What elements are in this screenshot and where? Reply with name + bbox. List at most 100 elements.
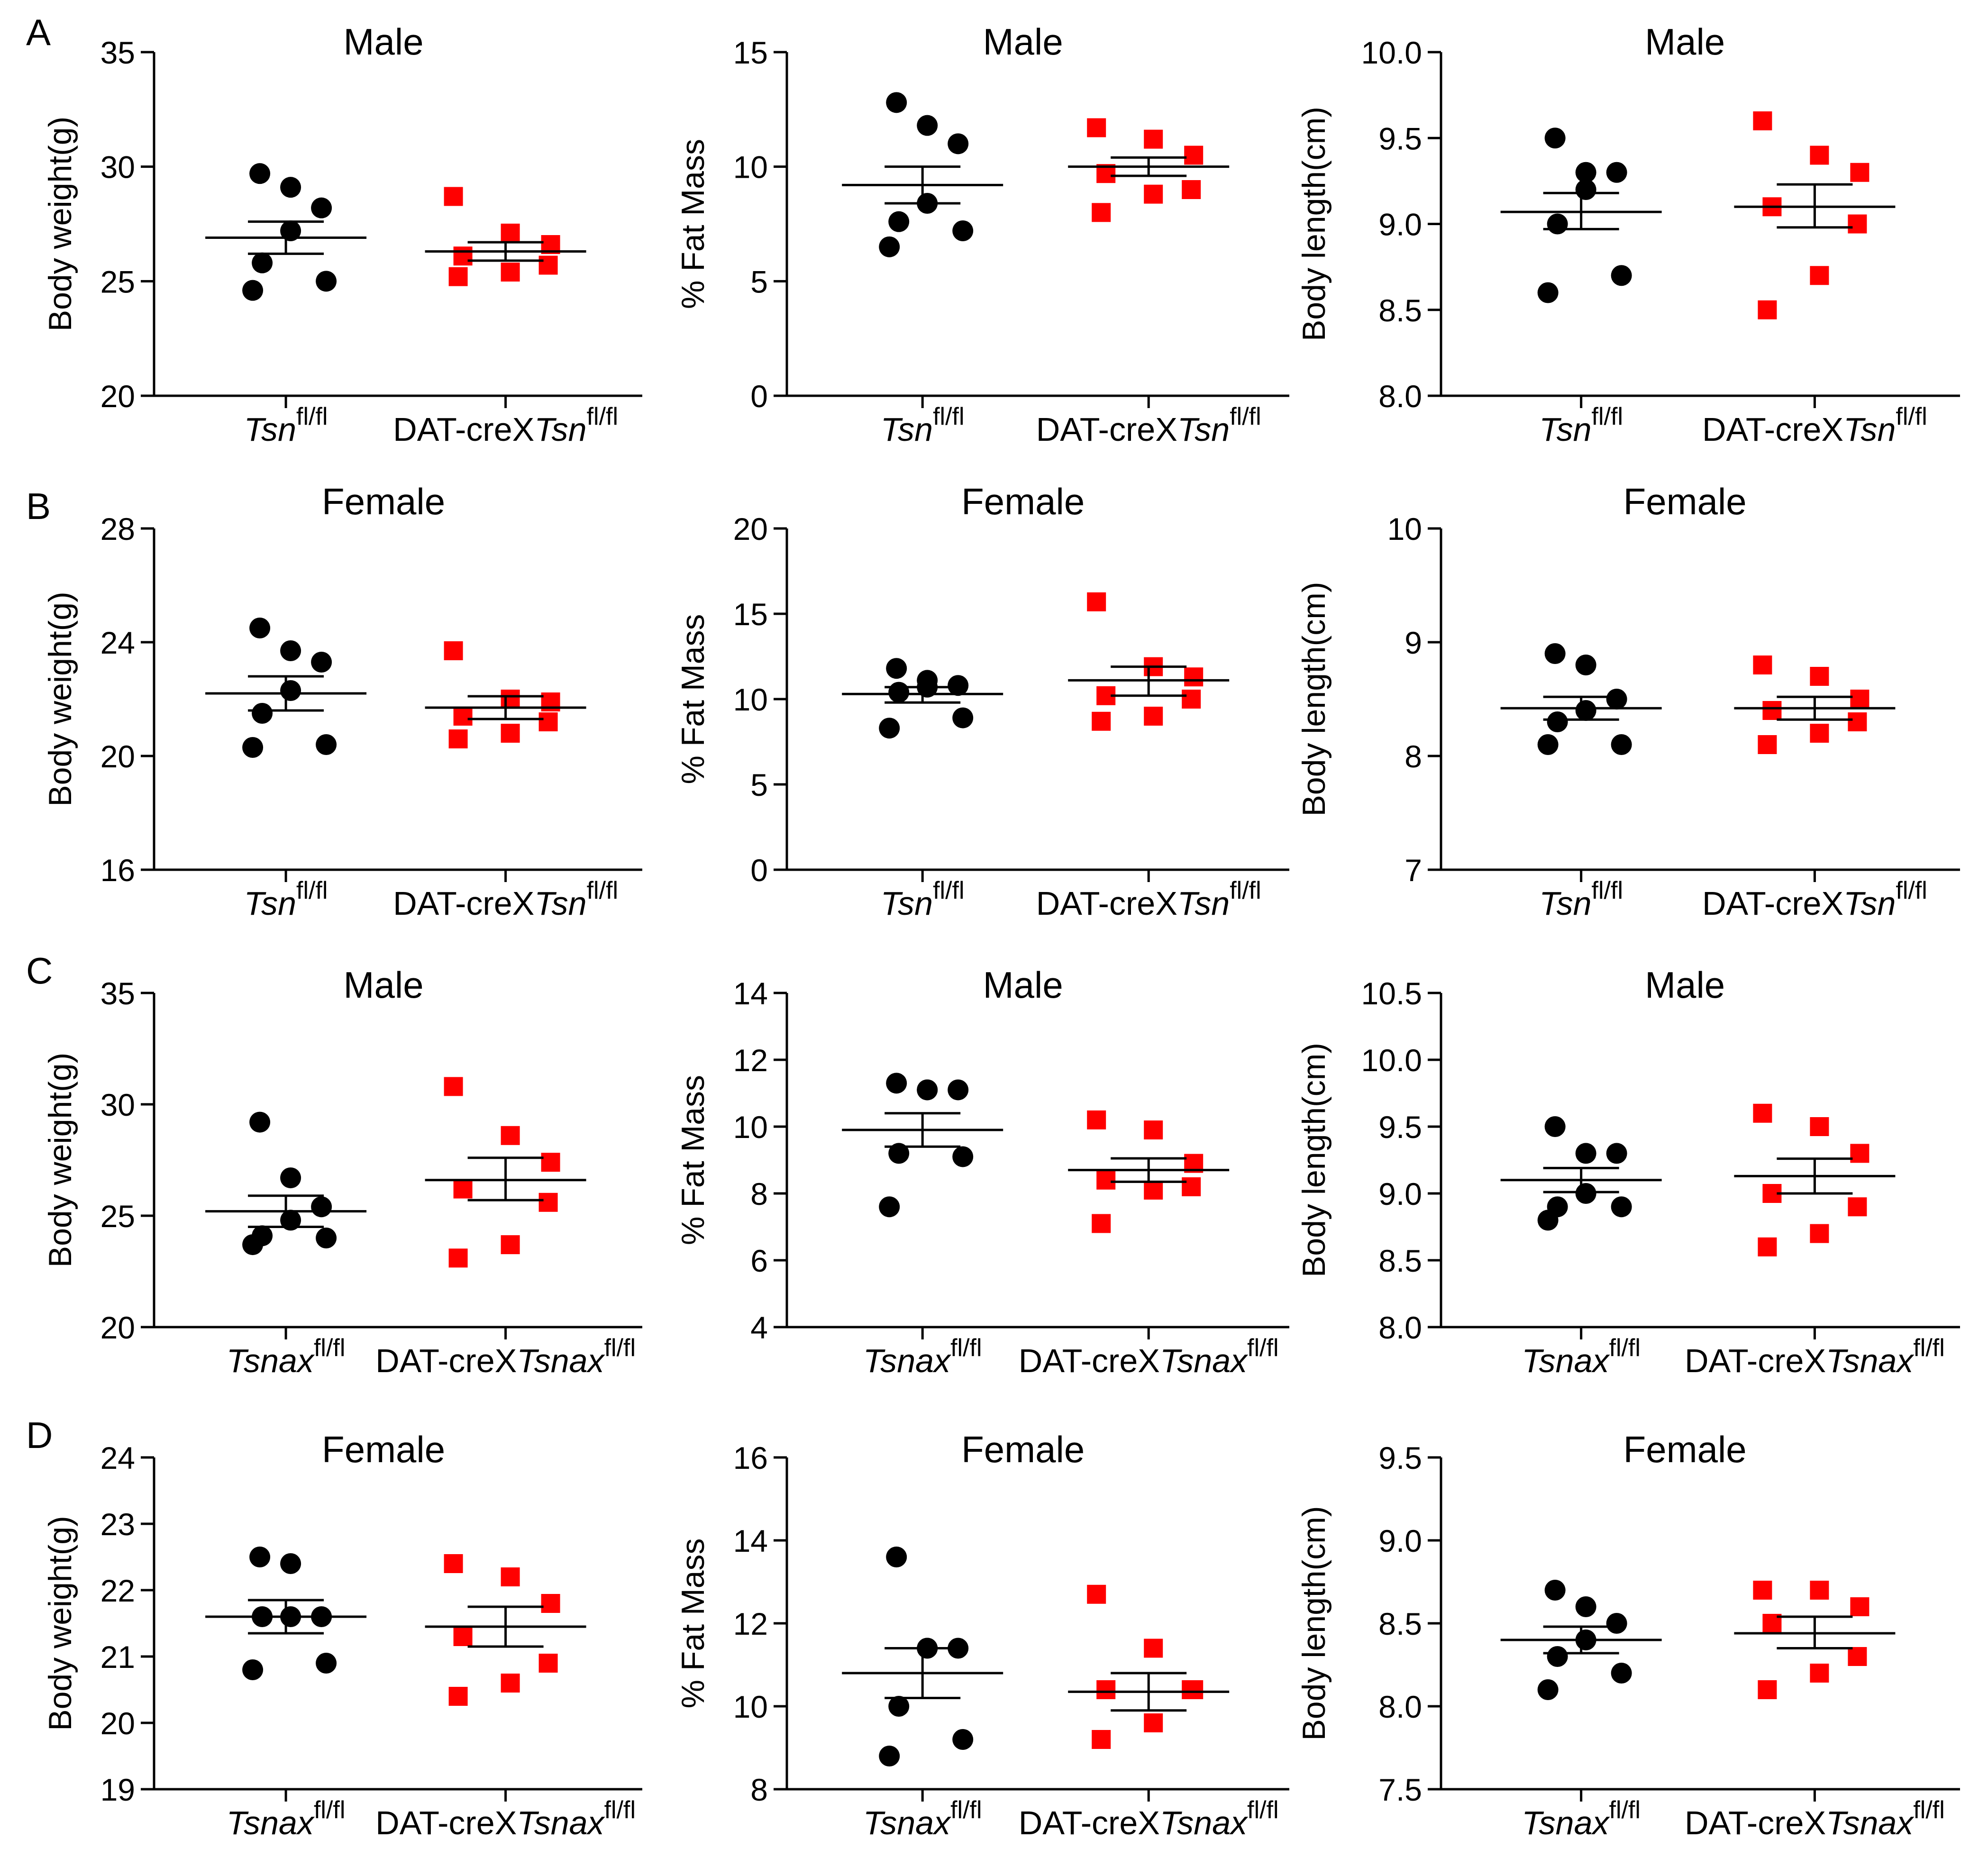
cre-prefix: DAT-creX — [1036, 885, 1177, 922]
y-axis-label: % Fat Mass — [675, 1538, 711, 1709]
y-axis-label: Body weight(g) — [42, 592, 78, 807]
y-axis-label: % Fat Mass — [675, 614, 711, 784]
data-point-wt — [948, 675, 969, 696]
y-axis-label: Body length(cm) — [1296, 1506, 1332, 1740]
y-tick-label: 9.0 — [1378, 1523, 1422, 1558]
x-tick-label-ko: DAT-creXTsnaxfl/fl — [375, 1334, 636, 1379]
y-tick-label: 20 — [100, 379, 135, 414]
x-tick-label-wt: Tsnaxfl/fl — [227, 1796, 346, 1841]
x-tick-label-ko: DAT-creXTsnfl/fl — [1036, 877, 1261, 922]
data-point-ko — [1144, 1713, 1163, 1732]
genotype-superscript: fl/fl — [1230, 877, 1261, 904]
data-point-wt — [280, 1553, 301, 1574]
y-tick-label: 35 — [100, 976, 135, 1011]
data-point-ko — [501, 263, 520, 282]
x-tick-label-wt: Tsnaxfl/fl — [1522, 1796, 1641, 1841]
chart-title: Male — [1645, 21, 1725, 63]
data-point-wt — [948, 1079, 969, 1101]
genotype-superscript: fl/fl — [604, 1334, 636, 1362]
data-point-ko — [444, 187, 463, 206]
data-point-wt — [280, 177, 301, 198]
genotype-superscript: fl/fl — [1609, 1796, 1641, 1824]
y-axis-label: % Fat Mass — [675, 1075, 711, 1245]
data-point-ko — [444, 641, 463, 660]
genotype-superscript: fl/fl — [1913, 1334, 1944, 1362]
x-tick-label-wt: Tsnfl/fl — [244, 877, 328, 922]
data-point-ko — [1850, 1144, 1869, 1163]
y-tick-label: 15 — [733, 597, 768, 632]
gene-name: Tsnax — [1826, 1804, 1915, 1841]
x-tick-label-ko: DAT-creXTsnaxfl/fl — [375, 1796, 636, 1841]
data-point-wt — [917, 1079, 938, 1101]
data-point-wt — [1611, 734, 1632, 755]
y-tick-label: 23 — [100, 1507, 135, 1542]
data-point-ko — [1182, 180, 1201, 199]
x-tick-label-ko: DAT-creXTsnfl/fl — [1702, 877, 1927, 922]
data-point-ko — [453, 1627, 473, 1646]
chart-title: Male — [1645, 964, 1725, 1006]
data-point-wt — [249, 163, 271, 184]
data-point-wt — [1575, 655, 1596, 675]
data-point-wt — [886, 658, 907, 679]
data-point-wt — [1606, 1143, 1627, 1164]
data-point-wt — [1537, 1679, 1559, 1700]
genotype-superscript: fl/fl — [587, 403, 618, 430]
data-point-ko — [1087, 1584, 1106, 1604]
data-point-ko — [1758, 735, 1777, 754]
data-point-ko — [1144, 1639, 1163, 1658]
data-point-ko — [541, 1153, 560, 1172]
data-point-ko — [448, 1687, 468, 1706]
data-point-wt — [886, 1073, 907, 1094]
chart-c-3: 8.0 8.5 9.0 9.5 10.0 10.5 Male Body length(cm) T… — [1296, 964, 1960, 1379]
data-point-ko — [1850, 690, 1869, 709]
data-point-wt — [311, 1196, 332, 1218]
y-axis-label: Body length(cm) — [1296, 107, 1332, 341]
data-point-wt — [242, 1234, 264, 1256]
data-point-wt — [1575, 700, 1596, 721]
gene-name: Tsnax — [863, 1342, 952, 1379]
data-point-wt — [280, 640, 301, 661]
data-point-ko — [453, 707, 473, 726]
data-point-ko — [1758, 1680, 1777, 1699]
x-tick-label-ko: DAT-creXTsnfl/fl — [1036, 403, 1261, 448]
data-point-ko — [501, 1567, 520, 1586]
data-point-ko — [453, 1179, 473, 1199]
data-point-ko — [1850, 163, 1869, 182]
data-point-wt — [252, 252, 273, 273]
gene-name: Tsnax — [863, 1804, 952, 1841]
data-point-wt — [1611, 1196, 1632, 1218]
genotype-superscript: fl/fl — [296, 877, 328, 904]
data-point-wt — [242, 280, 264, 301]
data-point-wt — [952, 1729, 974, 1750]
y-tick-label: 28 — [100, 511, 135, 546]
y-tick-label: 21 — [100, 1639, 135, 1675]
genotype-superscript: fl/fl — [1896, 403, 1927, 430]
data-point-ko — [1753, 1581, 1772, 1600]
x-tick-label-wt: Tsnfl/fl — [881, 877, 965, 922]
y-tick-label: 10.5 — [1361, 976, 1422, 1011]
data-point-ko — [1850, 1597, 1869, 1616]
x-tick-label-ko: DAT-creXTsnfl/fl — [1702, 403, 1927, 448]
data-point-ko — [1087, 1110, 1106, 1129]
chart-title: Female — [961, 1429, 1085, 1470]
data-point-wt — [1606, 162, 1627, 183]
x-tick-label-ko: DAT-creXTsnfl/fl — [393, 403, 618, 448]
genotype-superscript: fl/fl — [314, 1796, 345, 1824]
data-point-ko — [1848, 214, 1867, 234]
x-tick-label-ko: DAT-creXTsnaxfl/fl — [1019, 1334, 1279, 1379]
data-point-ko — [501, 690, 520, 709]
x-tick-label-wt: Tsnaxfl/fl — [863, 1796, 982, 1841]
y-tick-label: 20 — [733, 511, 768, 546]
data-point-ko — [1092, 1730, 1111, 1749]
cre-prefix: DAT-creX — [1036, 411, 1177, 448]
gene-name: Tsn — [534, 411, 586, 448]
data-point-wt — [280, 1167, 301, 1189]
data-point-ko — [501, 1235, 520, 1255]
y-tick-label: 9.0 — [1378, 207, 1422, 242]
data-point-ko — [1184, 146, 1204, 165]
panel-label-B: B — [26, 485, 51, 527]
y-tick-label: 9.0 — [1378, 1176, 1422, 1211]
